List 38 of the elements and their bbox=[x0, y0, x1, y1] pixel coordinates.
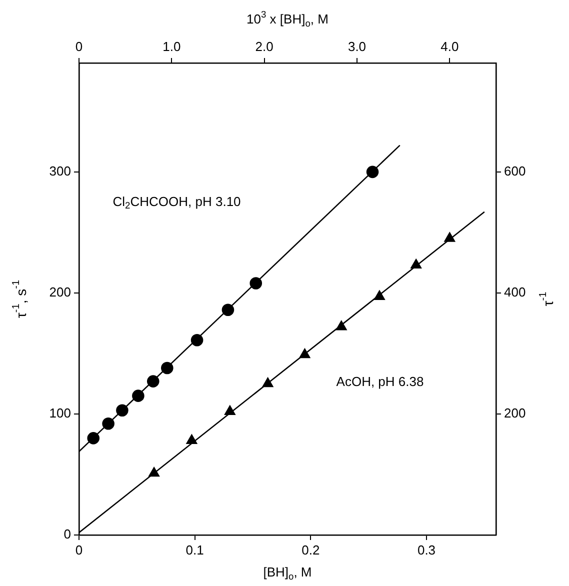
point bbox=[444, 232, 456, 242]
y2-tick-label: 600 bbox=[504, 164, 526, 178]
point bbox=[186, 434, 198, 444]
point bbox=[262, 378, 274, 388]
point bbox=[132, 390, 144, 402]
y-tick-label: 300 bbox=[49, 164, 71, 178]
point bbox=[87, 432, 100, 444]
x2-tick-label: 3.0 bbox=[348, 38, 366, 54]
point bbox=[224, 405, 236, 415]
point bbox=[102, 418, 114, 430]
point bbox=[410, 258, 422, 269]
y-tick-label: 100 bbox=[49, 406, 71, 421]
annotation: AcOH, pH 6.38 bbox=[336, 374, 424, 390]
point bbox=[299, 348, 310, 358]
x-tick-label: 0.3 bbox=[417, 542, 436, 558]
point bbox=[366, 166, 379, 178]
x-tick-label: 0.1 bbox=[186, 542, 204, 558]
point bbox=[190, 334, 204, 346]
x2-tick-label: 2.0 bbox=[255, 38, 274, 54]
x-tick-label: 0.2 bbox=[302, 542, 320, 558]
x2-tick-label: 0 bbox=[75, 38, 83, 54]
point bbox=[222, 304, 234, 316]
point bbox=[116, 404, 128, 416]
y-axis-title: τ-1, s-1 bbox=[11, 279, 29, 318]
point bbox=[336, 320, 347, 330]
x2-tick-label: 1.0 bbox=[162, 38, 181, 54]
y-tick-label: 0 bbox=[64, 526, 71, 542]
point bbox=[161, 362, 174, 374]
point bbox=[148, 467, 160, 477]
y2-tick-label: 200 bbox=[504, 406, 526, 421]
y2-axis-title: τ-1 bbox=[538, 291, 556, 306]
point bbox=[250, 277, 262, 290]
point bbox=[146, 375, 160, 388]
x2-tick-label: 4.0 bbox=[440, 38, 459, 54]
y-tick-label: 200 bbox=[49, 284, 71, 300]
y2-tick-label: 400 bbox=[504, 284, 526, 300]
point bbox=[374, 290, 385, 300]
x-tick-label: 0 bbox=[75, 542, 83, 558]
